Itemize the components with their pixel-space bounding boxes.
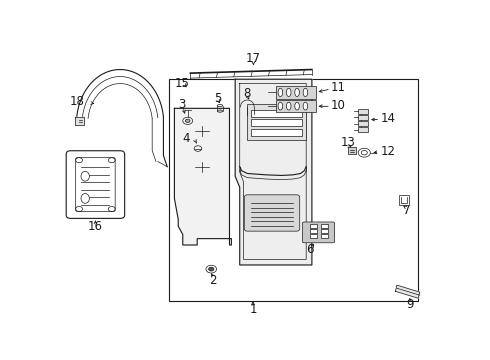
Bar xyxy=(358,115,368,120)
Ellipse shape xyxy=(278,88,283,96)
Bar xyxy=(251,120,302,126)
Text: 17: 17 xyxy=(246,52,261,65)
Bar xyxy=(251,110,302,117)
Text: 18: 18 xyxy=(70,95,85,108)
Circle shape xyxy=(209,267,214,271)
Bar xyxy=(310,225,317,228)
Ellipse shape xyxy=(287,102,291,110)
Text: 11: 11 xyxy=(331,81,346,94)
Text: 14: 14 xyxy=(380,112,395,125)
Ellipse shape xyxy=(295,88,299,96)
Bar xyxy=(310,234,317,238)
Bar xyxy=(348,148,356,154)
Bar xyxy=(321,229,328,233)
Text: 1: 1 xyxy=(249,303,257,316)
Text: 9: 9 xyxy=(406,298,414,311)
Polygon shape xyxy=(174,108,231,245)
Polygon shape xyxy=(75,117,84,125)
Polygon shape xyxy=(395,285,420,298)
Text: 15: 15 xyxy=(174,77,190,90)
Text: 7: 7 xyxy=(403,204,411,217)
Bar xyxy=(358,121,368,126)
Text: 2: 2 xyxy=(209,274,217,287)
Text: 8: 8 xyxy=(244,87,251,100)
Bar xyxy=(247,104,306,140)
Ellipse shape xyxy=(81,171,89,181)
Bar xyxy=(251,129,302,136)
Bar xyxy=(276,100,316,112)
Polygon shape xyxy=(235,79,312,265)
Ellipse shape xyxy=(303,88,308,96)
Text: 4: 4 xyxy=(183,132,190,145)
Ellipse shape xyxy=(287,88,291,96)
Circle shape xyxy=(185,119,190,122)
FancyBboxPatch shape xyxy=(245,195,300,231)
Text: 6: 6 xyxy=(306,243,314,256)
Bar xyxy=(276,86,316,99)
Ellipse shape xyxy=(81,194,89,203)
Text: 12: 12 xyxy=(380,145,395,158)
Ellipse shape xyxy=(303,102,308,110)
Ellipse shape xyxy=(295,102,299,110)
Text: 16: 16 xyxy=(88,220,103,233)
Ellipse shape xyxy=(218,110,222,112)
Text: 5: 5 xyxy=(215,92,222,105)
Bar xyxy=(358,127,368,132)
Bar xyxy=(399,195,409,205)
Bar xyxy=(321,234,328,238)
FancyBboxPatch shape xyxy=(66,151,124,219)
Bar xyxy=(170,79,418,301)
Ellipse shape xyxy=(218,104,222,107)
Bar xyxy=(310,229,317,233)
Ellipse shape xyxy=(278,102,283,110)
FancyBboxPatch shape xyxy=(302,222,335,243)
Text: 13: 13 xyxy=(341,136,355,149)
Bar xyxy=(358,109,368,114)
FancyBboxPatch shape xyxy=(75,158,115,211)
Text: 3: 3 xyxy=(178,98,186,111)
Text: 10: 10 xyxy=(331,99,346,112)
Bar xyxy=(321,225,328,228)
